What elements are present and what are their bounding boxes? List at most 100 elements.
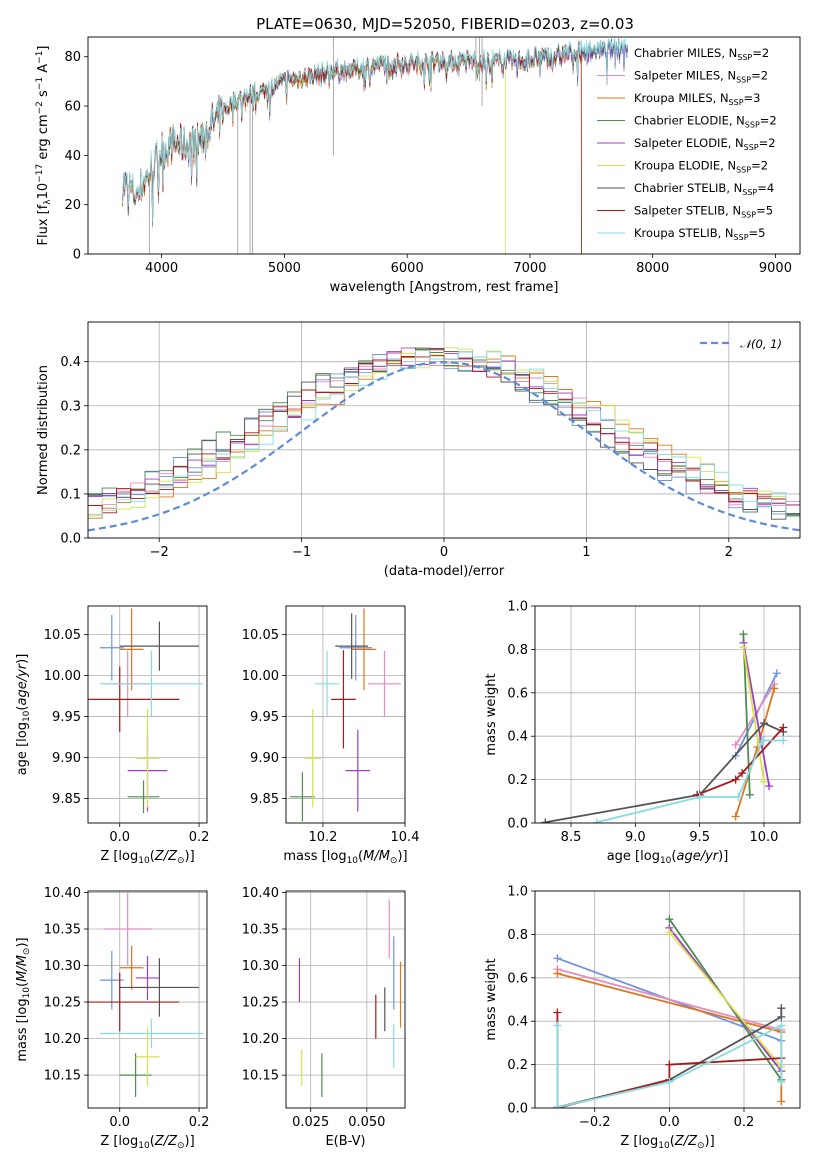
legend-sub: SSP [736, 166, 751, 175]
label-part: ( [150, 849, 155, 864]
age-vs-Z-plot-area [88, 606, 207, 823]
spectrum-xtick-label: 6000 [391, 261, 424, 276]
residuals-ytick-label: 0.4 [60, 355, 81, 370]
spectrum-plot-area [122, 37, 628, 254]
weight-vs-Z-marker-salpeter-stelib [553, 1008, 562, 1017]
weight-vs-Z-xtick-label: 0.2 [734, 1115, 755, 1130]
legend-count: =2 [751, 69, 768, 83]
mass-vs-ebv-xtick-label: 0.050 [348, 1115, 385, 1130]
label-part: 10 [138, 1141, 150, 1151]
label-part: Z [log [100, 1134, 138, 1149]
weight-vs-age-xlabel: age [log10(age/yr)] [607, 849, 729, 866]
spectrum-ytick-label: 80 [64, 50, 81, 65]
label-part: ⊙ [697, 1141, 705, 1151]
age-vs-mass-ytick-label: 10.00 [242, 669, 279, 684]
spectrum-ytick-label: 20 [64, 198, 81, 213]
label-part: 10 [660, 856, 672, 866]
weight-vs-age-ytick-label: 1.0 [507, 600, 528, 615]
weight-vs-age-marker-chabrier-stelib [759, 719, 768, 728]
residuals-ylabel: Normed distribution [36, 365, 51, 495]
spectrum-xlabel: wavelength [Angstrom, rest frame] [330, 280, 559, 295]
mass-vs-ebv-xlabel: E(B-V) [325, 1134, 365, 1149]
label-part: )] [397, 849, 407, 864]
mass-vs-ebv-ytick-label: 10.20 [242, 1032, 279, 1047]
spectrum-xtick-label: 4000 [145, 261, 178, 276]
weight-vs-age-line-salpeter-miles [734, 683, 776, 746]
spectrum-xtick-label: 5000 [268, 261, 301, 276]
label-part: ( [358, 849, 363, 864]
weight-vs-age-xtick-label: 8.5 [561, 830, 582, 845]
weight-vs-age-ytick-label: 0.4 [507, 730, 528, 745]
legend-sub: SSP [737, 53, 752, 62]
weight-vs-age-marker-salpeter-stelib [779, 723, 788, 732]
age-vs-Z-ylabel: age [log10(age/yr)] [15, 654, 32, 776]
legend-label-normal: 𝒩(0, 1) [740, 337, 782, 351]
label-part: )] [718, 849, 728, 864]
weight-vs-age-xtick-label: 9.5 [689, 830, 710, 845]
figure-title: PLATE=0630, MJD=52050, FIBERID=0203, z=0… [256, 15, 634, 33]
label-part: Z [log [620, 1134, 658, 1149]
weight-vs-age-ytick-label: 0.0 [507, 817, 528, 832]
mass-vs-Z-xtick-label: 0.0 [109, 1115, 130, 1130]
age-vs-Z-xlabel: Z [log10(Z/Z⊙)] [100, 849, 194, 866]
weight-vs-age-marker-kroupa-stelib [734, 792, 743, 801]
mass-vs-Z-frame [87, 890, 208, 1109]
weight-vs-age-marker-kroupa-stelib [695, 792, 704, 801]
spectrum-ylabel: Flux [fλ10−17 erg cm−2 s−1 A−1] [35, 46, 53, 246]
age-vs-Z-ytick-label: 9.85 [52, 792, 81, 807]
label-part: Z [log [100, 849, 138, 864]
legend-count: =2 [752, 46, 769, 60]
weight-vs-Z-marker-chabrier-elodie [665, 915, 674, 924]
weight-vs-Z-marker-chabrier-stelib [777, 1012, 786, 1021]
legend-count: =2 [751, 159, 768, 173]
label-part: mass [log [15, 998, 30, 1061]
label-part: Z/Z [154, 849, 178, 864]
legend-label-chabrier-stelib: Chabrier STELIB, NSSP=4 [634, 181, 774, 197]
legend-sub: SSP [745, 121, 760, 130]
weight-vs-age-marker-salpeter-miles [731, 740, 740, 749]
label-part: −1 [35, 77, 45, 90]
legend-label-salpeter-elodie: Salpeter ELODIE, NSSP=2 [634, 136, 776, 152]
mass-vs-ebv-ytick-label: 10.25 [242, 996, 279, 1011]
normal-reference-curve [88, 360, 800, 532]
spectrum-line-kroupa-stelib [122, 37, 628, 224]
mass-vs-Z-ytick-label: 10.40 [44, 886, 81, 901]
label-part: 10 [36, 183, 51, 200]
weight-vs-age-marker-kroupa-elodie [739, 643, 748, 652]
weight-vs-age-marker-chabrier-stelib [541, 818, 550, 823]
spectrum-xtick-label: 8000 [636, 261, 669, 276]
label-part: −1 [35, 51, 45, 64]
residuals-xtick-label: 2 [725, 545, 733, 560]
label-part: ⊙ [390, 856, 398, 866]
label-part: Flux [f [36, 204, 51, 245]
weight-vs-age-line-chabrier-elodie [742, 634, 751, 795]
legend-label-kroupa-elodie: Kroupa ELODIE, NSSP=2 [634, 159, 768, 175]
weight-vs-age-ytick-label: 0.2 [507, 773, 528, 788]
weight-vs-age-ytick-label: 0.6 [507, 686, 528, 701]
label-part: ⊙ [22, 948, 32, 956]
residuals-ytick-label: 0.0 [60, 532, 81, 547]
age-vs-Z-ytick-label: 9.90 [52, 751, 81, 766]
label-part: 10 [347, 856, 359, 866]
weight-vs-age-ytick-label: 0.8 [507, 643, 528, 658]
age-vs-Z-xtick-label: 0.0 [109, 830, 130, 845]
age-vs-Z-ytick-label: 10.05 [44, 628, 81, 643]
legend-count: =4 [757, 181, 774, 195]
age-vs-Z-ytick-label: 10.00 [44, 669, 81, 684]
legend-model: Kroupa MILES, N [634, 91, 729, 105]
weight-vs-age-marker-salpeter-stelib [731, 775, 740, 784]
label-part: ( [15, 706, 30, 711]
spectrum-ytick-label: 60 [64, 100, 81, 115]
weight-vs-Z-frame [534, 890, 801, 1109]
legend-count: =5 [756, 204, 773, 218]
age-vs-Z-ytick-label: 9.95 [52, 710, 81, 725]
label-part: age [log [607, 849, 660, 864]
residuals-xtick-label: −2 [150, 545, 169, 560]
legend-label-salpeter-miles: Salpeter MILES, NSSP=2 [634, 69, 768, 85]
weight-vs-age-marker-kroupa-stelib [779, 736, 788, 745]
weight-vs-Z-marker-chabrier-stelib [777, 1004, 786, 1013]
label-part: A [36, 64, 51, 77]
mass-vs-ebv-xtick-label: 0.025 [292, 1115, 329, 1130]
